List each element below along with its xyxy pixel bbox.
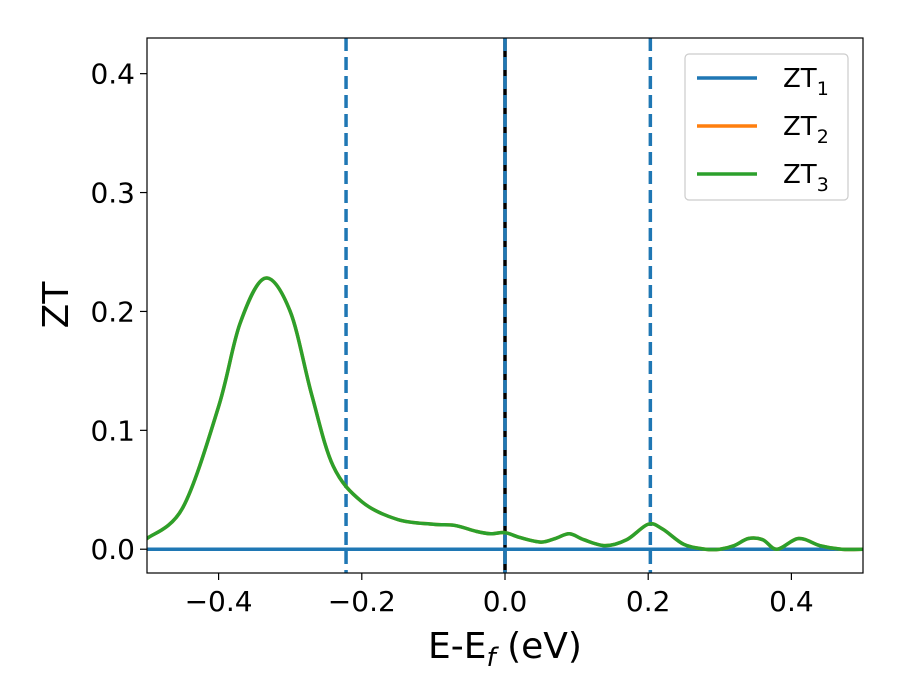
y-tick-label: 0.2 — [90, 295, 135, 328]
y-tick-label: 0.0 — [90, 533, 135, 566]
legend-label-zt1: ZT1 — [783, 64, 829, 100]
x-tick-label: 0.4 — [769, 585, 814, 618]
legend-box — [684, 53, 849, 201]
x-tick-label: −0.2 — [328, 585, 396, 618]
y-axis-title: ZT — [36, 281, 77, 329]
x-tick-label: 0.0 — [483, 585, 528, 618]
legend-label-zt3: ZT3 — [783, 160, 829, 196]
x-tick-label: −0.4 — [185, 585, 253, 618]
x-tick-label: 0.2 — [626, 585, 671, 618]
y-tick-label: 0.3 — [90, 177, 135, 210]
series-line-zt3 — [147, 276, 863, 552]
y-tick-label: 0.4 — [90, 58, 135, 91]
x-axis-title: E-Ef (eV) — [428, 626, 582, 673]
legend-label-zt2: ZT2 — [783, 112, 829, 148]
y-tick-label: 0.1 — [90, 414, 135, 447]
legend: ZT1 ZT2 ZT3 — [684, 53, 849, 201]
